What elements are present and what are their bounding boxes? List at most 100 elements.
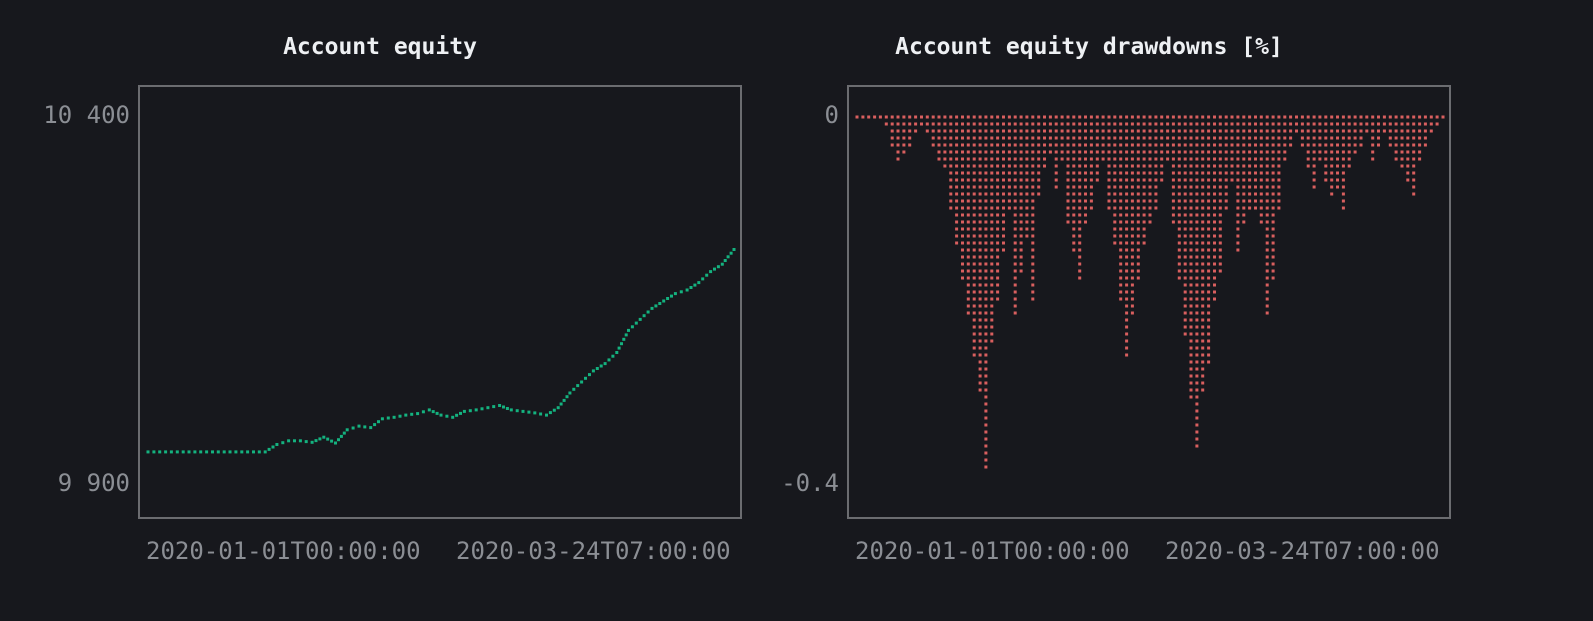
data-point [1400, 157, 1404, 161]
data-point [1195, 129, 1199, 133]
data-point [1019, 192, 1023, 196]
data-point [222, 450, 226, 454]
data-point [984, 402, 988, 406]
data-point [620, 342, 623, 346]
data-point [1341, 150, 1345, 154]
data-point [1312, 143, 1316, 147]
data-point [984, 332, 988, 336]
data-point [1201, 150, 1205, 154]
data-point [984, 346, 988, 350]
data-point [1248, 122, 1252, 126]
data-point [984, 178, 988, 182]
data-point [1148, 143, 1152, 147]
data-point [1423, 143, 1427, 147]
data-point [1154, 192, 1158, 196]
data-point [1382, 122, 1386, 126]
data-point [972, 115, 976, 119]
data-point [990, 332, 994, 336]
data-point [1031, 220, 1035, 224]
data-point [1330, 136, 1334, 140]
data-point [937, 129, 941, 133]
data-point [914, 115, 918, 119]
data-point [1154, 164, 1158, 168]
data-point [1130, 262, 1134, 266]
data-point [1013, 255, 1017, 259]
data-point [955, 171, 959, 175]
data-point [1136, 115, 1140, 119]
data-point [1125, 325, 1129, 329]
data-point [1265, 297, 1269, 301]
data-point [1142, 192, 1146, 196]
data-point [1189, 122, 1193, 126]
data-point [595, 367, 599, 370]
data-point [1283, 136, 1287, 140]
data-point [1341, 199, 1345, 203]
data-point [1142, 213, 1146, 217]
data-point [1265, 269, 1269, 273]
data-point [961, 227, 964, 231]
data-point [1084, 115, 1087, 119]
data-point [216, 450, 220, 454]
data-point [1236, 122, 1240, 126]
data-point [1330, 185, 1334, 189]
data-point [1107, 185, 1111, 189]
data-point [1171, 150, 1175, 154]
data-point [492, 405, 496, 409]
data-point [1277, 136, 1281, 140]
data-point [978, 220, 982, 224]
data-point [949, 199, 953, 203]
data-point [1183, 304, 1187, 308]
data-point [1066, 115, 1070, 119]
data-point [1265, 178, 1269, 182]
data-point [1148, 192, 1152, 196]
data-point [1201, 227, 1205, 231]
data-point [1007, 115, 1011, 119]
data-point [1119, 150, 1123, 154]
data-point [1330, 192, 1334, 196]
data-point [1388, 122, 1392, 126]
y-tick-label: 9 900 [57, 469, 130, 497]
data-point [1136, 255, 1140, 259]
data-point [1007, 171, 1011, 175]
data-point [373, 423, 377, 427]
data-point [1154, 157, 1158, 161]
data-point [984, 458, 988, 462]
data-point [1142, 241, 1146, 245]
data-point [902, 129, 906, 133]
data-point [949, 157, 953, 161]
data-point [1218, 150, 1222, 154]
data-point [961, 178, 964, 182]
data-point [996, 185, 1000, 189]
data-point [1148, 136, 1152, 140]
data-point [1271, 199, 1275, 203]
data-point [1207, 332, 1211, 336]
data-point [1230, 150, 1234, 154]
data-point [666, 297, 670, 300]
data-point [1002, 241, 1005, 245]
data-point [1224, 122, 1228, 126]
data-point [966, 122, 970, 126]
data-point [984, 290, 988, 294]
data-point [937, 115, 941, 119]
data-point [1002, 143, 1005, 147]
data-point [996, 122, 1000, 126]
data-point [1002, 164, 1005, 168]
data-point [972, 157, 976, 161]
data-point [896, 157, 900, 161]
data-point [1195, 199, 1199, 203]
data-point [1125, 206, 1129, 210]
data-point [955, 213, 959, 217]
data-point [1189, 129, 1193, 133]
data-point [890, 143, 894, 147]
data-point [1031, 276, 1035, 280]
data-point [181, 450, 185, 454]
data-point [1013, 115, 1017, 119]
data-point [1265, 283, 1269, 287]
data-point [709, 270, 713, 274]
data-point [1177, 262, 1181, 266]
data-point [1242, 136, 1246, 140]
data-point [961, 199, 964, 203]
data-point [1423, 122, 1427, 126]
data-point [603, 362, 607, 366]
data-point [1306, 115, 1310, 119]
